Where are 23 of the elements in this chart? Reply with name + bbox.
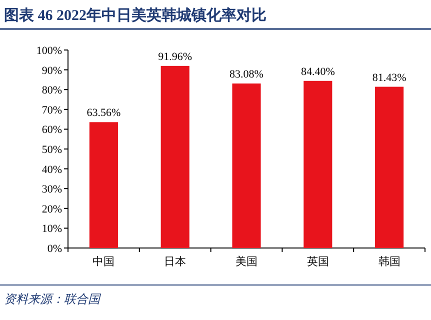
y-tick-label: 100% xyxy=(36,45,62,57)
data-label: 84.40% xyxy=(300,66,335,78)
y-tick-label: 90% xyxy=(42,64,62,77)
title: 图表 46 2022年中日美英韩城镇化率对比 xyxy=(4,8,266,24)
y-tick-label: 80% xyxy=(42,84,62,97)
y-tick-label: 10% xyxy=(42,223,62,236)
x-tick-label: 日本 xyxy=(164,255,186,268)
data-label: 91.96% xyxy=(158,50,192,63)
data-label: 63.56% xyxy=(86,107,121,120)
y-tick-label: 70% xyxy=(42,104,62,116)
x-tick-label: 英国 xyxy=(306,255,329,268)
x-tick-label: 韩国 xyxy=(378,255,400,268)
x-tick-label: 中国 xyxy=(92,255,115,268)
text: 资料来源：联合国 xyxy=(4,292,102,306)
data-label: 83.08% xyxy=(230,68,264,80)
y-tick-label: 30% xyxy=(42,184,62,196)
data-label: 81.43% xyxy=(372,72,406,84)
y-tick-label: 0% xyxy=(47,243,62,255)
y-tick-label: 60% xyxy=(42,124,62,136)
y-tick-label: 20% xyxy=(42,203,62,216)
y-tick-label: 50% xyxy=(42,144,62,156)
x-tick-label: 美国 xyxy=(236,255,258,268)
y-tick-label: 40% xyxy=(42,164,62,176)
